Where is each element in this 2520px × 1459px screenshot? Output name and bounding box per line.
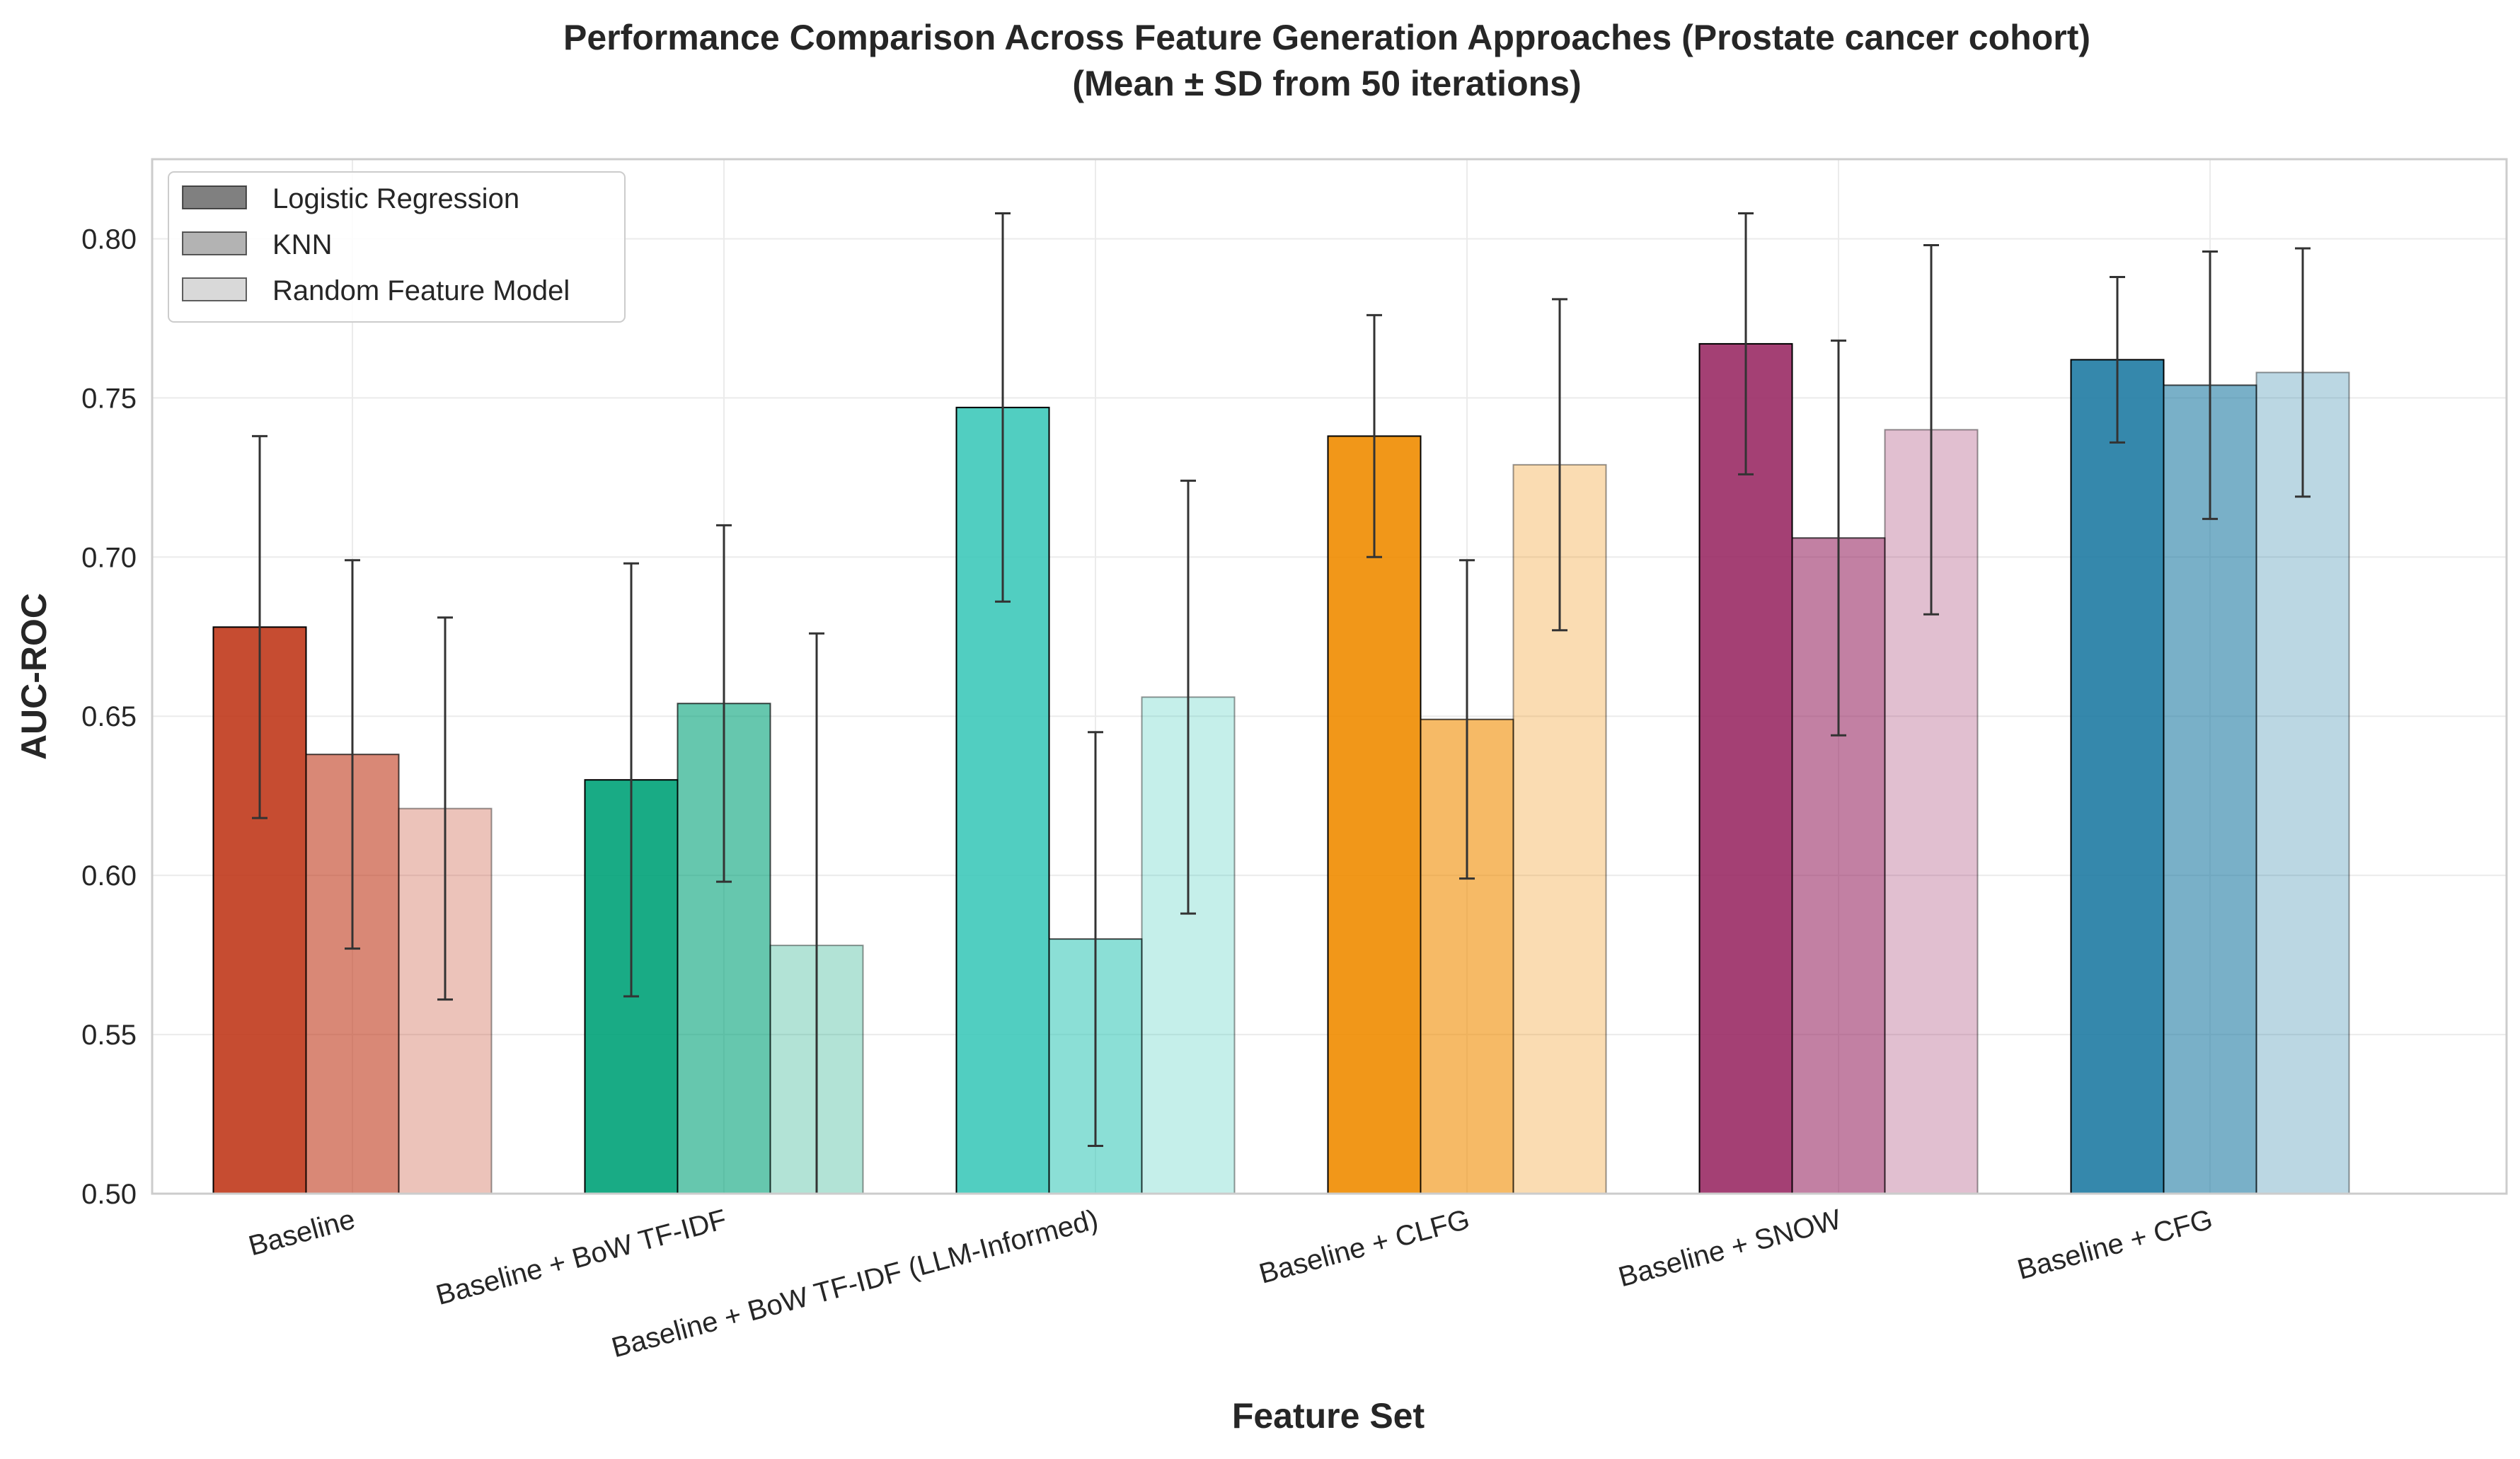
- legend-label: Random Feature Model: [272, 275, 570, 306]
- bar: [2255, 371, 2350, 1194]
- y-tick-label: 0.80: [81, 224, 137, 255]
- x-tick-label: Baseline + SNOW: [1615, 1204, 1844, 1293]
- y-tick-label: 0.70: [81, 542, 137, 573]
- y-tick-label: 0.60: [81, 860, 137, 892]
- legend-swatch: [182, 277, 247, 301]
- bar: [1327, 435, 1422, 1194]
- legend-frame: [168, 171, 626, 323]
- x-tick-label: Baseline + CFG: [2014, 1204, 2216, 1286]
- x-axis-ticks: Baseline Baseline + BoW TF-IDF Baseline + …: [246, 1204, 2216, 1363]
- y-axis-ticks: 0.50 0.55 0.60 0.65 0.70 0.75 0.80: [81, 224, 137, 1210]
- legend-swatch: [182, 185, 247, 209]
- x-tick-label: Baseline + BoW TF-IDF: [433, 1204, 730, 1311]
- bars: [212, 342, 2350, 1194]
- x-tick-label: Baseline: [246, 1204, 359, 1262]
- bar: [1698, 342, 1793, 1194]
- legend: Logistic Regression KNN Random Feature Mod…: [168, 171, 626, 323]
- legend-label: Logistic Regression: [272, 183, 519, 214]
- bar: [2070, 359, 2165, 1194]
- y-axis-title: AUC-ROC: [14, 593, 54, 760]
- chart-title: Performance Comparison Across Feature Ge…: [563, 18, 2090, 57]
- y-tick-label: 0.50: [81, 1179, 137, 1210]
- y-tick-label: 0.75: [81, 383, 137, 414]
- x-axis-title: Feature Set: [1232, 1396, 1425, 1436]
- legend-swatch: [182, 231, 247, 255]
- error-bars: [252, 212, 2311, 1194]
- y-tick-label: 0.55: [81, 1020, 137, 1051]
- x-tick-label: Baseline + CLFG: [1256, 1204, 1473, 1290]
- legend-label: KNN: [272, 229, 332, 260]
- chart-subtitle: (Mean ± SD from 50 iterations): [1072, 64, 1581, 103]
- plot-frame: [151, 158, 2508, 1195]
- y-tick-label: 0.65: [81, 701, 137, 732]
